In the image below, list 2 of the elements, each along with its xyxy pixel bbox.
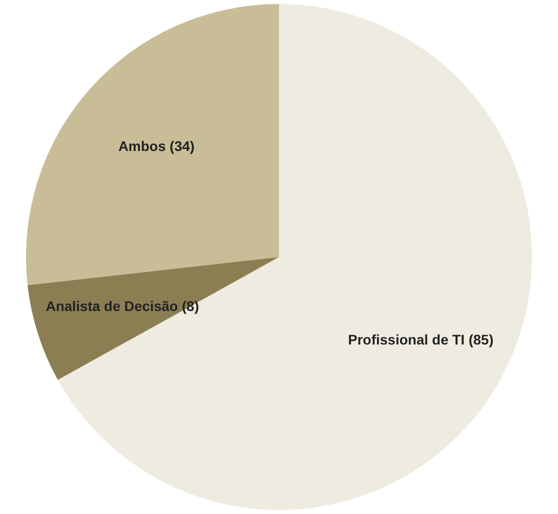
slice-label: Profissional de TI (85) [348, 331, 494, 348]
slice-label: Ambos (34) [118, 138, 195, 154]
